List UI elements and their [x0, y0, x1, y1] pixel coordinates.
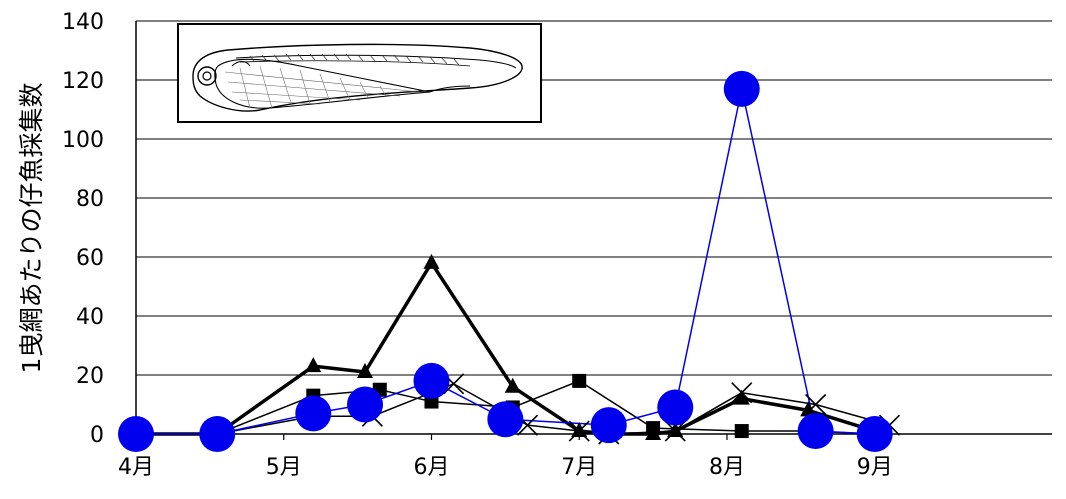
data-point-triangle	[305, 357, 322, 373]
data-point-x	[568, 420, 590, 442]
markers-circle	[118, 70, 893, 452]
series-line	[136, 88, 875, 435]
data-point-triangle	[667, 422, 684, 438]
data-point-circle	[118, 416, 154, 452]
data-point-circle	[295, 395, 332, 432]
data-point-square	[572, 373, 587, 388]
data-point-x	[731, 382, 753, 404]
y-tick-label: 20	[76, 364, 104, 389]
inset-illustration	[177, 23, 542, 123]
data-point-triangle	[504, 377, 521, 393]
data-point-x	[664, 420, 686, 442]
data-point-square	[646, 421, 661, 436]
y-tick-label: 120	[62, 69, 104, 94]
data-point-circle	[590, 407, 627, 444]
y-axis-title: 1曳網あたりの仔魚採集数	[17, 83, 46, 374]
data-point-circle	[723, 70, 760, 107]
data-point-circle	[487, 401, 524, 438]
data-point-triangle	[423, 253, 440, 269]
y-tick-label: 80	[76, 187, 104, 212]
series-circle	[136, 88, 875, 435]
x-tick-label: 5月	[266, 455, 302, 480]
inset-frame	[177, 23, 542, 123]
data-point-circle	[856, 416, 893, 452]
data-point-square	[734, 424, 749, 439]
data-point-triangle	[800, 401, 817, 417]
data-point-circle	[199, 416, 236, 452]
x-tick-label: 8月	[709, 455, 745, 480]
data-point-triangle	[571, 422, 588, 438]
y-tick-label: 140	[62, 10, 104, 35]
data-point-circle	[797, 413, 834, 450]
y-tick-label: 0	[90, 423, 104, 448]
data-point-triangle	[357, 363, 373, 379]
data-point-circle	[413, 362, 450, 399]
data-point-circle	[657, 389, 694, 426]
larva-icon	[192, 43, 523, 112]
y-tick-label: 100	[62, 128, 104, 153]
series-group	[118, 70, 901, 452]
y-tick-label: 40	[76, 305, 104, 330]
tick-labels: 0 20 40 60 80 100 120 140 4月 5月 6月 7月 8月 9月	[62, 10, 893, 480]
x-tick-label: 6月	[413, 455, 449, 480]
x-tick-label: 7月	[561, 455, 597, 480]
x-tick-label: 4月	[118, 455, 154, 480]
data-point-circle	[347, 386, 383, 423]
data-point-x	[805, 393, 827, 416]
x-tick-label: 9月	[857, 455, 893, 480]
data-point-triangle	[733, 389, 750, 405]
y-tick-label: 60	[76, 246, 104, 271]
